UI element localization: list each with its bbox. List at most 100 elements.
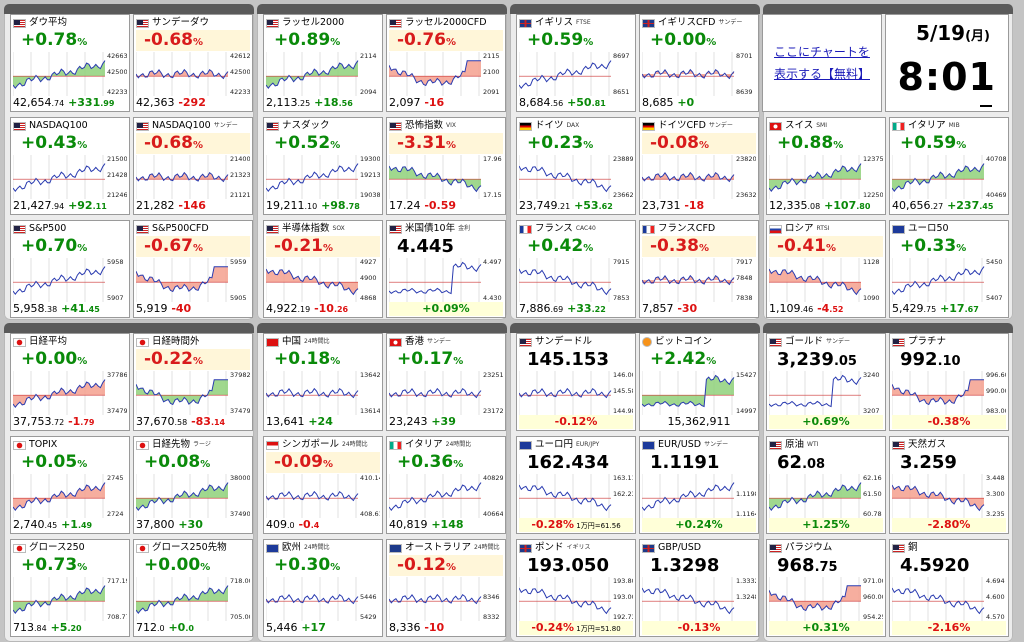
axis-tick-label: 5907 [107,294,124,302]
market-tile[interactable]: フランス CAC40 +0.42% 7915 7853 7,886.69 +33.22 [516,220,636,318]
market-tile[interactable]: ナスダック +0.52% 19300 19213 19038 19,211.10 +98.… [263,117,383,215]
axis-tick-label: 23251 [483,371,503,379]
market-tile[interactable]: サンデーダウ -0.68% 42612 42500 42233 42,363 -292 [133,14,253,112]
axis-tick-label: 15427 [736,371,756,379]
tile-header: スイス SMI [769,120,883,132]
market-tile[interactable]: ロシア RTSI -0.41% 1128 1090 1,109.46 -4.52 [766,220,886,318]
market-tile[interactable]: ラッセル2000CFD -0.76% 2115 2100 2091 2,097 -16 [386,14,506,112]
market-tile[interactable]: スイス SMI +0.88% 12375 12250 12,335.08 +107.80 [766,117,886,215]
market-tile[interactable]: ユーロ50 +0.33% 5450 5407 5,429.75 +17.67 [889,220,1009,318]
tile-header: イギリス FTSE [519,17,633,29]
axis-tick-label: 5429 [360,613,377,621]
market-tile[interactable]: ラッセル2000 +0.89% 2114 2094 2,113.25 +18.56 [263,14,383,112]
axis-tick-label: 1.1164 [736,510,756,518]
market-tile[interactable]: 日経平均 +0.00% 37786 37479 37,753.72 -1.79 [10,333,130,431]
tile-price-footer: 5,919 -40 [136,302,192,315]
tile-change: -0.38% [642,236,756,257]
market-tile[interactable]: イタリア MIB +0.59% 40708 40469 40,656.27 +237.45 [889,117,1009,215]
axis-tick-label: 192.73 [613,613,633,621]
tile-header: ビットコイン [642,336,756,348]
market-tile[interactable]: 日経時間外 -0.22% 37982 37479 37,670.58 -83.14 [133,333,253,431]
tile-price-footer: 4,922.19 -10.26 [266,302,349,315]
tile-change: -0.21% [266,236,380,257]
tile-change: +0.23% [527,133,594,153]
market-tile[interactable]: S&P500 +0.70% 5958 5907 5,958.38 +41.45 [10,220,130,318]
tile-chart: 23889 23662 [519,155,633,199]
jp-flag-icon [136,440,149,450]
market-tile[interactable]: NASDAQ100 サンデー -0.68% 21400 21323 21121 21,282… [133,117,253,215]
tile-price-footer: 7,886.69 +33.22 [519,302,606,315]
show-chart-link[interactable]: ここにチャートを 表示する【無料】 [762,14,882,112]
tile-change-footer: +1.25% [769,518,883,532]
axis-tick-label: 193.80 [613,577,633,585]
tile-title: ユーロ円 [535,439,574,450]
axis-tick-label: 2100 [483,68,500,76]
us-flag-icon [769,337,782,347]
market-tile[interactable]: イギリスCFD サンデー +0.00% 8701 8639 8,685 +0 [639,14,759,112]
tile-chart: 1.1198 1.1164 [642,474,756,518]
chart-area [13,60,105,89]
tile-header: ロシア RTSI [769,223,883,235]
market-tile[interactable]: ゴールド サンデー 3,239.05 3240 3207 +0.69% [766,333,886,431]
market-tile[interactable]: 恐怖指数 VIX -3.31% 17.96 17.15 17.24 -0.59 [386,117,506,215]
market-tile[interactable]: オーストラリア 24時間比 -0.12% 8346 8332 8,336 -10 [386,539,506,637]
market-tile[interactable]: ビットコイン +2.42% 15427 14997 15,362,911 [639,333,759,431]
price-line [13,60,106,90]
price-line [136,482,229,512]
tile-chart: 13642 13614 [266,371,380,415]
tile-header: シンガポール 24時間比 [266,439,380,451]
tile-chart: 4927 4900 4868 [266,258,380,302]
market-tile[interactable]: 中国 24時間比 +0.18% 13642 13614 13,641 +24 [263,333,383,431]
market-tile[interactable]: イギリス FTSE +0.59% 8697 8651 8,684.56 +50.81 [516,14,636,112]
market-tile[interactable]: 米国債10年 金利 4.445 4.497 4.430 +0.09% [386,220,506,318]
market-tile[interactable]: 欧州 24時間比 +0.30% 5446 5429 5,446 +17 [263,539,383,637]
price-line [519,60,612,90]
chart-area [769,163,861,192]
market-tile[interactable]: GBP/USD 1.3298 1.3332 1.3248 -0.13% [639,539,759,637]
cn-flag-icon [266,337,279,347]
tile-title: 半導体指数 [282,223,330,234]
market-tile[interactable]: 半導体指数 SOX -0.21% 4927 4900 4868 4,922.19 -10.2… [263,220,383,318]
market-tile[interactable]: ダウ平均 +0.78% 42663 42500 42233 42,654.74 +331.… [10,14,130,112]
tile-subtitle: サンデー [718,19,743,26]
market-tile[interactable]: パラジウム 968.75 971.00 960.00 954.25+0.31% [766,539,886,637]
market-tile[interactable]: グロース250 +0.73% 717.19 708.77 713.84 +5.20 [10,539,130,637]
market-tile[interactable]: ドイツCFD サンデー -0.08% 23820 23632 23,731 -18 [639,117,759,215]
tile-subtitle: 24時間比 [445,441,472,448]
tile-header: ユーロ50 [892,223,1006,235]
tile-change: +0.08% [144,452,211,472]
tile-header: ラッセル2000CFD [389,17,503,29]
market-tile[interactable]: 天然ガス 3.259 3.448 3.300 3.235 -2.80% [889,436,1009,534]
price-line [266,268,359,296]
tile-title: ダウ平均 [29,17,68,28]
tile-price-footer: 19,211.10 +98.78 [266,199,360,212]
market-tile[interactable]: TOPIX +0.05% 2745 2724 2,740.45 +1.49 [10,436,130,534]
market-tile[interactable]: ドイツ DAX +0.23% 23889 23662 23,749.21 +53.62 [516,117,636,215]
market-tile[interactable]: 銅 4.5920 4.694 4.600 4.570 -2.16% [889,539,1009,637]
market-tile[interactable]: プラチナ 992.10 996.60 990.00 983.00-0.38% [889,333,1009,431]
tile-price-footer: 21,427.94 +92.11 [13,199,107,212]
tile-title: イギリスCFD [658,17,716,28]
tile-subtitle: SMI [816,122,827,129]
market-tile[interactable]: フランスCFD -0.38% 7917 7848 7838 7,857 -30 [639,220,759,318]
tile-chart: 2745 2724 [13,474,127,518]
market-tile[interactable]: イタリア 24時間比 +0.36% 40829 40664 40,819 +148 [386,436,506,534]
tile-title: シンガポール [282,439,340,450]
market-tile[interactable]: NASDAQ100 +0.43% 21500 21428 21246 21,427.94 … [10,117,130,215]
tile-change: +0.70% [21,236,88,256]
market-tile[interactable]: 原油 WTI 62.08 62.16 61.50 60.78 +1.25% [766,436,886,534]
axis-tick-label: 7853 [613,294,630,302]
price-line [13,482,106,512]
price-line [642,68,735,80]
market-tile[interactable]: S&P500CFD -0.67% 5959 5905 5,919 -40 [133,220,253,318]
market-tile[interactable]: サンデードル 145.153 146.00 145.58 144.98-0.12% [516,333,636,431]
market-tile[interactable]: グロース250先物 +0.00% 718.00 705.00 712.0 +0.0 [133,539,253,637]
chart-area [769,269,861,295]
tile-subtitle: 金利 [458,225,471,232]
market-tile[interactable]: 香港 サンデー +0.17% 23251 23172 23,243 +39 [386,333,506,431]
market-tile[interactable]: 日経先物 ラージ +0.08% 38000 37490 37,800 +30 [133,436,253,534]
